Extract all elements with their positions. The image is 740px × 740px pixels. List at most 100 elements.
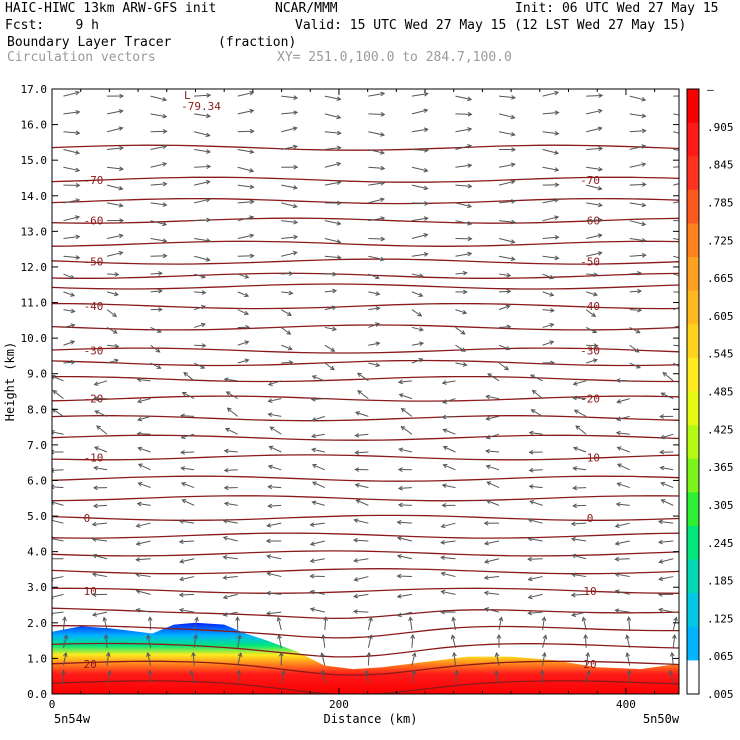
wind-vector xyxy=(585,359,598,364)
wind-vector xyxy=(237,216,254,222)
wind-vector-head xyxy=(380,216,386,221)
y-tick-label: 5.0 xyxy=(27,510,47,523)
wind-vector-head xyxy=(467,127,473,132)
wind-vector xyxy=(237,255,254,257)
colorbar-label: .005 xyxy=(707,688,734,701)
wind-vector-head xyxy=(570,592,576,598)
wind-vector xyxy=(572,554,587,560)
wind-vector-head xyxy=(487,373,493,378)
wind-vector-head xyxy=(368,616,373,622)
wind-vector-head xyxy=(278,651,284,657)
wind-vector-head xyxy=(485,464,491,470)
wind-vector-head xyxy=(597,126,603,132)
wind-vector xyxy=(106,652,110,666)
wind-vector xyxy=(136,522,151,527)
wind-vector xyxy=(615,522,630,528)
wind-vector-head xyxy=(180,450,185,455)
wind-vector xyxy=(223,536,238,542)
wind-vector xyxy=(542,617,545,631)
wind-vector-head xyxy=(162,221,168,227)
wind-vector-head xyxy=(293,185,298,190)
wind-vector xyxy=(617,398,630,403)
wind-vector xyxy=(530,500,543,506)
wind-vector-head xyxy=(191,651,196,657)
wind-vector-head xyxy=(528,449,534,455)
wind-vector xyxy=(542,91,559,97)
wind-vector-head xyxy=(96,425,101,430)
wind-vector xyxy=(573,397,587,400)
wind-vector xyxy=(584,634,587,648)
wind-vector-head xyxy=(119,93,125,99)
wind-vector-head xyxy=(265,611,271,616)
wind-vector xyxy=(660,482,674,489)
wind-vector xyxy=(353,610,369,613)
wind-vector-head xyxy=(135,572,141,578)
wind-vector xyxy=(52,538,64,542)
wind-vector-head xyxy=(400,425,406,431)
wind-vector-head xyxy=(598,93,604,98)
wind-vector xyxy=(150,95,167,101)
wind-vector-head xyxy=(398,447,404,453)
y-tick-label: 6.0 xyxy=(27,474,47,487)
wind-vector-head xyxy=(113,358,119,364)
wind-vector-head xyxy=(375,291,381,296)
wind-vector-head xyxy=(52,484,55,490)
wind-vector xyxy=(281,344,292,350)
wind-vector-head xyxy=(505,304,511,310)
wind-vector xyxy=(659,576,674,580)
contour-line xyxy=(52,197,679,205)
wind-vector-head xyxy=(200,304,206,310)
wind-vector-head xyxy=(70,323,76,328)
init-time: Init: 06 UTC Wed 27 May 15 xyxy=(515,1,719,16)
wind-vector-head xyxy=(336,161,342,167)
wind-vector xyxy=(498,95,516,99)
wind-vector-head xyxy=(530,409,536,414)
wind-vector-head xyxy=(462,270,468,276)
wind-vector-head xyxy=(293,164,299,170)
y-tick-label: 1.0 xyxy=(27,652,47,665)
wind-vector xyxy=(629,344,640,353)
wind-vector xyxy=(669,670,674,684)
wind-vector xyxy=(455,309,467,314)
wind-vector-head xyxy=(206,113,211,119)
wind-vector-head xyxy=(52,429,55,435)
wind-vector-head xyxy=(380,132,386,137)
wind-vector-head xyxy=(206,93,212,98)
wind-vector-head xyxy=(331,326,337,332)
wind-vector xyxy=(357,372,369,382)
wind-vector xyxy=(368,131,385,136)
wind-vector-head xyxy=(418,327,424,332)
y-tick-label: 15.0 xyxy=(21,154,48,167)
wind-vector xyxy=(397,593,413,598)
forecast-hour: Fcst: 9 h xyxy=(5,18,99,33)
wind-vector-head xyxy=(311,463,317,469)
wind-vector xyxy=(312,501,325,506)
wind-vector-head xyxy=(330,347,336,352)
wind-vector-head xyxy=(336,114,342,120)
wind-vector-head xyxy=(70,340,76,345)
wind-vector-head xyxy=(277,634,282,640)
wind-vector-head xyxy=(266,523,272,528)
wind-vector-head xyxy=(485,394,491,400)
wind-vector xyxy=(270,426,282,435)
y-tick-label: 0.0 xyxy=(27,688,47,701)
wind-vector xyxy=(324,147,341,150)
wind-vector-head xyxy=(635,329,641,334)
wind-vector-head xyxy=(615,378,621,383)
wind-vector xyxy=(531,409,543,417)
wind-vector-head xyxy=(680,305,684,309)
wind-vector xyxy=(528,611,543,614)
wind-vector xyxy=(267,522,282,527)
wind-vector-head xyxy=(156,328,162,333)
wind-vector-head xyxy=(657,539,663,545)
wind-vector xyxy=(443,464,456,471)
wind-vector-head xyxy=(398,393,404,398)
wind-vector xyxy=(281,220,298,224)
wind-vector-head xyxy=(467,236,473,242)
wind-vector-head xyxy=(641,162,647,167)
wind-vector-head xyxy=(244,292,250,298)
wind-vector xyxy=(616,415,630,421)
wind-vector xyxy=(268,413,282,417)
wind-vector-head xyxy=(206,149,211,154)
